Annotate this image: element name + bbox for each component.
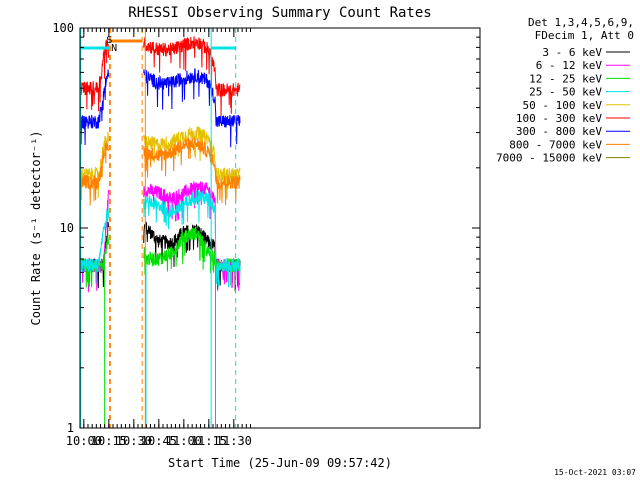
y-tick-label: 1 [67,421,74,435]
x-tick-label: 11:00 [166,434,202,448]
x-tick-label: 11:30 [216,434,252,448]
y-axis: 1 10 100 [52,21,480,435]
x-tick-label: 10:15 [91,434,127,448]
x-tick-label: 10:30 [116,434,152,448]
series-line-3 [79,190,241,288]
x-tick-label: 10:45 [141,434,177,448]
legend-header-line-2: FDecim 1, Att 0 [535,29,634,42]
legend-label: 6 - 12 keV [536,59,603,72]
legend-label: 50 - 100 keV [523,99,603,112]
y-axis-label: Count Rate (s⁻¹ detector⁻¹) [29,130,43,325]
x-tick-label: 11:15 [191,434,227,448]
legend-label: 3 - 6 keV [542,46,602,59]
footer-timestamp: 15-Oct-2021 03:07 [554,468,636,477]
legend-label: 100 - 300 keV [516,112,602,125]
marker-s-label: S [106,35,112,46]
plot-area: SN [79,28,241,428]
x-tick-label: 10:00 [66,434,102,448]
plot-frame [79,27,481,429]
series-line-5 [79,36,241,117]
legend-header-line-1: Det 1,3,4,5,6,9, [528,16,634,29]
chart-title: RHESSI Observing Summary Count Rates [128,5,431,21]
legend-label: 12 - 25 keV [529,72,602,85]
legend-label: 7000 - 15000 keV [496,152,602,165]
x-axis-label: Start Time (25-Jun-09 09:57:42) [168,456,392,470]
y-tick-label: 10 [60,221,74,235]
legend-label: 800 - 7000 keV [509,138,602,151]
marker-n-label: N [111,43,117,54]
series-line-6 [79,68,241,148]
legend-label: 25 - 50 keV [529,86,602,99]
legend-label: 300 - 800 keV [516,125,602,138]
series-line-7 [79,137,241,206]
y-tick-label: 100 [52,21,74,35]
